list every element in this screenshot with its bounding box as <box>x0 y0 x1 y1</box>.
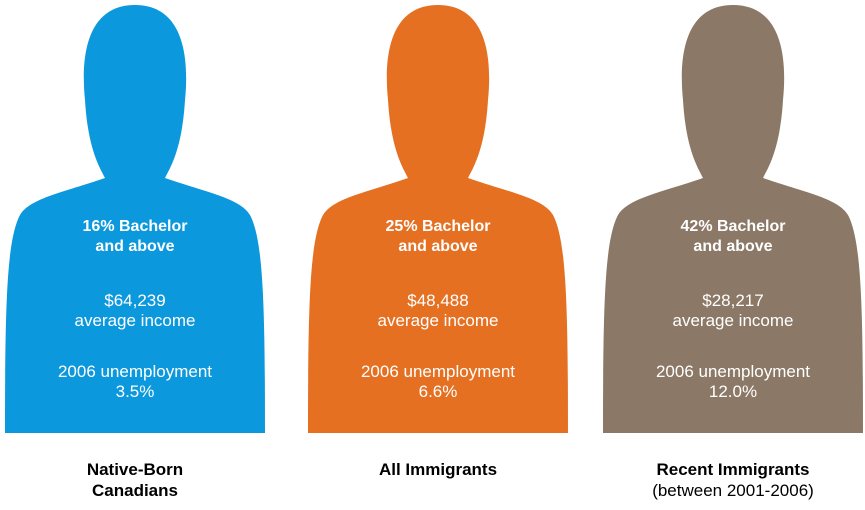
income-value: $64,239 <box>104 291 166 310</box>
caption-title-line-1: Recent Immigrants <box>656 460 810 479</box>
figure-native-born: 16% Bachelor and above $64,239 average i… <box>5 0 265 510</box>
person-silhouette-icon <box>308 5 568 433</box>
income-value: $48,488 <box>407 291 469 310</box>
unemployment-value: 6.6% <box>418 382 458 401</box>
silhouette-shape <box>5 5 265 433</box>
unemployment-value: 12.0% <box>708 382 758 401</box>
unemployment-label: 2006 unemployment <box>57 362 213 381</box>
education-stat: 42% Bachelor and above <box>603 217 863 257</box>
caption-title-line-2: Canadians <box>92 481 178 500</box>
education-line-2: and above <box>693 238 773 255</box>
income-label: average income <box>672 311 794 330</box>
income-value: $28,217 <box>702 291 764 310</box>
education-stat: 25% Bachelor and above <box>308 217 568 257</box>
income-label: average income <box>74 311 196 330</box>
unemployment-label: 2006 unemployment <box>655 362 811 381</box>
education-line-2: and above <box>398 238 478 255</box>
unemployment-value: 3.5% <box>115 382 155 401</box>
unemployment-label: 2006 unemployment <box>360 362 516 381</box>
income-stat: $48,488 average income <box>308 291 568 331</box>
caption-subtitle: (between 2001-2006) <box>652 481 814 500</box>
income-label: average income <box>377 311 499 330</box>
silhouette-shape <box>603 5 863 433</box>
figure-caption: All Immigrants <box>308 459 568 480</box>
silhouette-shape <box>308 5 568 433</box>
education-stat: 16% Bachelor and above <box>5 217 265 257</box>
caption-title-line-1: Native-Born <box>86 460 184 479</box>
income-stat: $28,217 average income <box>603 291 863 331</box>
person-silhouette-icon <box>603 5 863 433</box>
figure-recent-immigrants: 42% Bachelor and above $28,217 average i… <box>603 0 863 510</box>
caption-title-line-1: All Immigrants <box>378 460 498 479</box>
figure-all-immigrants: 25% Bachelor and above $48,488 average i… <box>308 0 568 510</box>
unemployment-stat: 2006 unemployment 12.0% <box>603 362 863 402</box>
education-line-1: 16% Bachelor <box>82 218 188 235</box>
figure-caption: Recent Immigrants (between 2001-2006) <box>603 459 863 501</box>
figure-caption: Native-Born Canadians <box>5 459 265 501</box>
unemployment-stat: 2006 unemployment 6.6% <box>308 362 568 402</box>
income-stat: $64,239 average income <box>5 291 265 331</box>
person-silhouette-icon <box>5 5 265 433</box>
education-line-2: and above <box>95 238 175 255</box>
education-line-1: 42% Bachelor <box>680 218 786 235</box>
education-line-1: 25% Bachelor <box>385 218 491 235</box>
unemployment-stat: 2006 unemployment 3.5% <box>5 362 265 402</box>
